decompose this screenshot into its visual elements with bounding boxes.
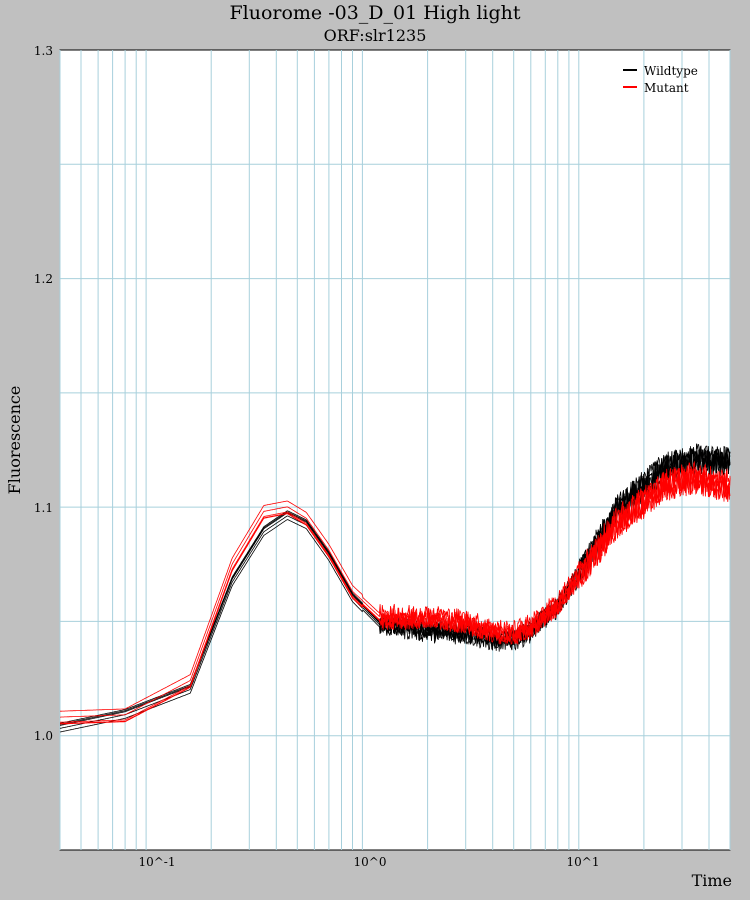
y-tick-label: 1.3	[34, 44, 53, 58]
plot-area	[59, 49, 731, 851]
chart-title: Fluorome -03_D_01 High light	[229, 2, 521, 24]
x-axis-label: Time	[692, 871, 732, 890]
y-tick-label: 1.2	[34, 272, 53, 286]
x-tick-label: 10^1	[567, 855, 600, 869]
y-tick-label: 1.1	[34, 501, 53, 515]
legend-label-wildtype: Wildtype	[644, 64, 698, 78]
legend-label-mutant: Mutant	[644, 81, 689, 95]
series-line-mutant	[60, 460, 731, 712]
chart-subtitle: ORF:slr1235	[323, 26, 427, 45]
x-ticks: 10^-1 10^0 10^1	[138, 855, 599, 869]
y-ticks: 1.0 1.1 1.2 1.3	[34, 44, 53, 743]
x-tick-label: 10^0	[354, 855, 387, 869]
y-axis-label: Fluorescence	[5, 386, 24, 495]
legend: Wildtype Mutant	[623, 64, 698, 95]
series-layer	[59, 443, 731, 733]
y-tick-label: 1.0	[34, 729, 53, 743]
x-tick-label: 10^-1	[138, 855, 175, 869]
